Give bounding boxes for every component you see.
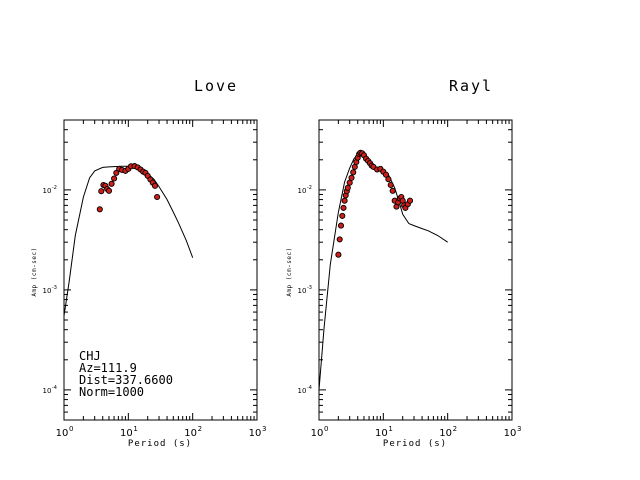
- rayl-y-tick-label: 10: [298, 187, 307, 195]
- love-x-tick-label: 10: [120, 428, 133, 439]
- love-x-tick-exponent: 0: [69, 425, 73, 433]
- rayl-y-axis-label: Amp (cm-sec): [286, 247, 293, 296]
- rayl-plot-frame: [319, 120, 512, 420]
- love-x-tick-exponent: 1: [133, 425, 137, 433]
- station-norm: Norm=1000: [79, 385, 144, 399]
- love-y-tick-label: 10: [43, 387, 52, 395]
- love-y-tick-label: 10: [43, 187, 52, 195]
- rayl-data-point: [407, 198, 412, 203]
- rayl-x-tick-exponent: 0: [324, 425, 328, 433]
- rayl-title: Rayl: [449, 77, 493, 95]
- rayl-data-point: [351, 170, 356, 175]
- love-x-axis-label: Period (s): [128, 439, 192, 449]
- rayl-data-point: [336, 252, 341, 257]
- love-x-tick-label: 10: [249, 428, 262, 439]
- rayl-data-point: [347, 180, 352, 185]
- rayl-data-point: [390, 188, 395, 193]
- rayl-data-point: [349, 175, 354, 180]
- rayl-data-point: [341, 205, 346, 210]
- rayl-y-tick-exponent: -2: [307, 185, 312, 191]
- rayl-y-tick-exponent: -3: [307, 285, 312, 291]
- rayl-data-point: [345, 185, 350, 190]
- love-data-point: [109, 181, 114, 186]
- love-x-tick-label: 10: [56, 428, 69, 439]
- rayl-x-tick-label: 10: [375, 428, 388, 439]
- rayl-data-point: [340, 213, 345, 218]
- rayl-data-point: [388, 182, 393, 187]
- rayl-model-curve: [319, 154, 448, 390]
- rayl-x-tick-label: 10: [504, 428, 517, 439]
- rayl-data-point: [338, 223, 343, 228]
- rayl-x-tick-label: 10: [439, 428, 452, 439]
- rayl-x-tick-exponent: 1: [388, 425, 392, 433]
- love-y-tick-label: 10: [43, 287, 52, 295]
- love-y-tick-exponent: -2: [52, 185, 57, 191]
- love-data-point: [97, 207, 102, 212]
- love-data-point: [152, 183, 157, 188]
- love-x-tick-exponent: 3: [262, 425, 266, 433]
- rayl-y-tick-label: 10: [298, 387, 307, 395]
- love-model-curve: [64, 166, 193, 316]
- love-title: Love: [194, 77, 238, 95]
- rayl-data-point: [352, 164, 357, 169]
- rayl-data-point: [386, 177, 391, 182]
- rayl-y-tick-exponent: -4: [307, 385, 312, 391]
- rayl-y-tick-label: 10: [298, 287, 307, 295]
- rayl-data-point: [342, 198, 347, 203]
- love-y-tick-exponent: -4: [52, 385, 57, 391]
- love-data-point: [112, 176, 117, 181]
- love-data-point: [155, 194, 160, 199]
- love-y-tick-exponent: -3: [52, 285, 57, 291]
- rayl-x-axis-label: Period (s): [383, 439, 447, 449]
- love-data-point: [99, 189, 104, 194]
- love-x-tick-label: 10: [184, 428, 197, 439]
- rayl-x-tick-exponent: 3: [517, 425, 521, 433]
- rayl-x-tick-exponent: 2: [453, 425, 457, 433]
- love-data-point: [106, 188, 111, 193]
- rayl-data-point: [337, 237, 342, 242]
- rayl-x-tick-label: 10: [311, 428, 324, 439]
- love-y-axis-label: Amp (cm-sec): [31, 247, 38, 296]
- rayl-panel: Rayl 100101102103 10-410-310-2 Period (s…: [286, 77, 521, 449]
- love-x-tick-exponent: 2: [198, 425, 202, 433]
- love-panel: Love 100101102103 10-410-310-2 Period (s…: [31, 77, 266, 449]
